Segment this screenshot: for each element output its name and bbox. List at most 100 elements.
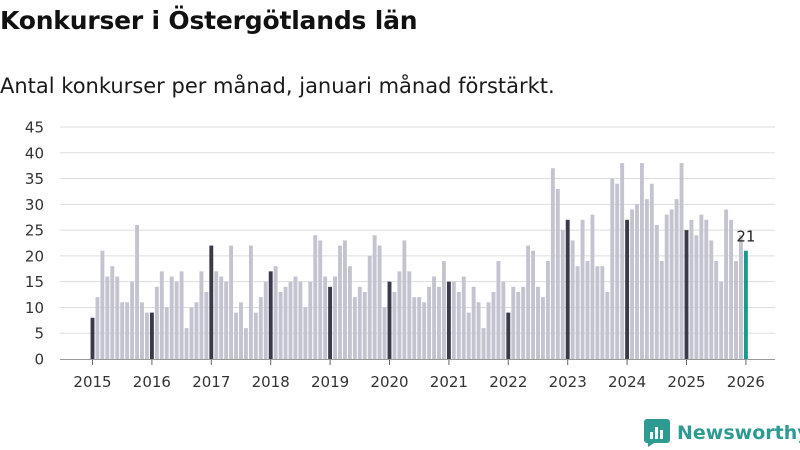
bar: [357, 286, 362, 359]
bar: [323, 276, 328, 359]
bar: [184, 328, 189, 359]
x-tick-label: 2024: [608, 373, 646, 391]
bar: [674, 199, 679, 359]
bar: [585, 261, 590, 359]
chart-subtitle: Antal konkurser per månad, januari månad…: [0, 74, 555, 98]
bar: [555, 188, 560, 359]
bar: [640, 163, 644, 359]
bar: [521, 286, 526, 359]
bar-january: [209, 245, 214, 359]
bar: [694, 235, 699, 359]
bar: [630, 209, 634, 359]
bar: [248, 245, 253, 359]
bar: [377, 245, 382, 359]
bar: [174, 281, 179, 359]
bar: [570, 240, 575, 359]
x-tick-label: 2026: [727, 373, 765, 391]
bar: [654, 224, 659, 359]
bar: [298, 281, 303, 359]
bar: [283, 286, 288, 359]
bar: [214, 271, 219, 359]
bar: [224, 281, 229, 359]
bar: [313, 235, 318, 359]
bar: [620, 163, 625, 359]
bar: [442, 261, 446, 359]
bar: [466, 312, 471, 359]
y-tick-label: 25: [25, 222, 44, 240]
bar: [392, 291, 397, 359]
bar: [734, 261, 738, 359]
bar: [412, 297, 417, 359]
bar: [590, 214, 595, 359]
bar: [125, 302, 130, 359]
bar: [471, 286, 476, 359]
bar: [615, 183, 620, 359]
bar: [541, 297, 545, 359]
bar: [486, 302, 491, 359]
bar: [258, 297, 263, 359]
bar: [397, 271, 402, 359]
y-tick-label: 15: [25, 273, 44, 291]
bar: [273, 266, 278, 359]
y-tick-label: 20: [25, 247, 44, 265]
bar: [263, 281, 268, 359]
bar: [362, 291, 367, 359]
bar: [219, 276, 224, 359]
bar: [432, 276, 436, 359]
bar: [105, 276, 110, 359]
bar-january: [149, 312, 154, 359]
bar: [402, 240, 407, 359]
bar-latest: [743, 250, 748, 359]
bar: [699, 214, 704, 359]
bar: [135, 224, 139, 359]
bar: [729, 219, 733, 359]
bar: [145, 312, 149, 359]
bar: [303, 307, 308, 359]
bar: [347, 266, 352, 359]
bar: [605, 291, 610, 359]
bar: [545, 261, 550, 359]
bar: [382, 307, 387, 359]
x-tick-label: 2025: [667, 373, 705, 391]
bar: [649, 183, 654, 359]
x-tick-label: 2019: [311, 373, 349, 391]
bar: [278, 291, 283, 359]
brand-logo: Newsworthy: [644, 419, 800, 447]
bar: [709, 240, 714, 359]
bar: [491, 291, 496, 359]
bar-january: [506, 312, 511, 359]
bar: [338, 245, 342, 359]
bar: [516, 291, 521, 359]
y-tick-label: 40: [25, 144, 44, 162]
bar: [204, 291, 209, 359]
y-tick-label: 30: [25, 196, 44, 214]
bar: [451, 281, 456, 359]
bar: [318, 240, 323, 359]
y-tick-label: 45: [25, 119, 44, 137]
x-tick-label: 2018: [252, 373, 290, 391]
bar: [293, 276, 298, 359]
bar: [456, 291, 461, 359]
bar-january: [684, 230, 689, 359]
bar: [372, 235, 377, 359]
chart-title: Konkurser i Östergötlands län: [0, 6, 418, 35]
bar: [333, 276, 337, 359]
bar-january: [625, 219, 630, 359]
bar: [154, 286, 159, 359]
bar: [526, 245, 531, 359]
y-tick-label: 10: [25, 299, 44, 317]
bar-january: [268, 271, 273, 359]
bar-january: [446, 281, 451, 359]
bar: [536, 286, 540, 359]
bar: [659, 261, 664, 359]
bar: [610, 178, 615, 359]
bar: [501, 281, 506, 359]
bar: [669, 209, 674, 359]
bar: [95, 297, 100, 359]
data-label-latest: 21: [736, 228, 755, 246]
bar: [496, 261, 501, 359]
bar: [239, 302, 243, 359]
bar: [550, 168, 555, 359]
bar: [194, 302, 199, 359]
